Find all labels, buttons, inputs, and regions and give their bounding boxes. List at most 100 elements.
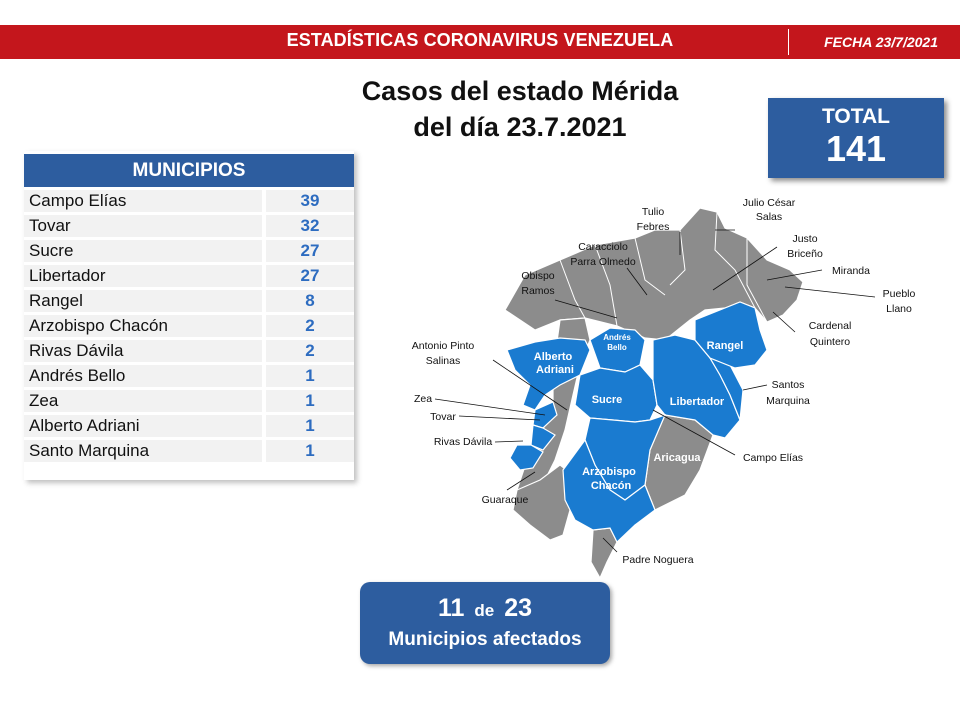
callout-pueblo-llano-1: Pueblo	[883, 288, 916, 300]
label-rangel: Rangel	[707, 340, 744, 352]
callout-justo-briceno-1: Justo	[792, 233, 817, 245]
municipio-cases: 1	[266, 415, 354, 437]
header-divider	[788, 29, 789, 55]
header-bar: ESTADÍSTICAS CORONAVIRUS VENEZUELA FECHA…	[0, 25, 960, 59]
municipio-name: Santo Marquina	[24, 440, 262, 462]
table-row: Campo Elías 39	[24, 190, 354, 212]
table-row: Arzobispo Chacón 2	[24, 315, 354, 337]
label-sucre: Sucre	[592, 394, 623, 406]
callout-cardenal-quintero-2: Quintero	[810, 336, 850, 348]
leader-line	[626, 267, 648, 296]
table-row: Alberto Adriani 1	[24, 415, 354, 437]
callout-antonio-pinto-1: Antonio Pinto	[412, 340, 475, 352]
municipio-cases: 2	[266, 315, 354, 337]
callout-padre-noguera: Padre Noguera	[622, 554, 693, 566]
table-row: Tovar 32	[24, 215, 354, 237]
callout-zea: Zea	[414, 393, 432, 405]
region-guaraque	[512, 464, 574, 541]
affected-label: Municipios afectados	[388, 629, 582, 650]
cell-gap	[262, 240, 266, 262]
label-arzobispo-chacon-2: Chacón	[591, 480, 632, 492]
table-header: MUNICIPIOS	[24, 154, 354, 187]
callout-tulio-febres-2: Febres	[637, 221, 670, 233]
heading-line-1: Casos del estado Mérida	[361, 76, 679, 106]
total-box: TOTAL 141	[768, 98, 944, 178]
callout-rivas-davila: Rivas Dávila	[434, 436, 493, 448]
cell-gap	[262, 265, 266, 287]
callout-santos-marquina-1: Santos	[772, 379, 805, 391]
border-line	[594, 244, 618, 327]
total-value: 141	[825, 128, 887, 169]
callout-justo-briceno-2: Briceño	[787, 248, 823, 260]
table-row: Zea 1	[24, 390, 354, 412]
municipio-name: Tovar	[24, 215, 262, 237]
callout-pueblo-llano-2: Llano	[886, 303, 912, 315]
leader-line	[458, 415, 541, 421]
municipio-cases: 1	[266, 440, 354, 462]
affected-connector: de	[474, 601, 495, 620]
callout-obispo-ramos-2: Ramos	[521, 285, 554, 297]
table-header-row: MUNICIPIOS	[24, 154, 354, 187]
municipios-table: MUNICIPIOS Campo Elías 39 Tovar 32 Sucre 27…	[24, 151, 354, 465]
municipio-name: Andrés Bello	[24, 365, 262, 387]
municipio-cases: 27	[266, 265, 354, 287]
label-alberto-adriani-2: Adriani	[536, 364, 574, 376]
region-rangel	[694, 301, 768, 369]
callout-santos-marquina-2: Marquina	[766, 395, 810, 407]
border-line	[559, 259, 586, 319]
table-row: Rivas Dávila 2	[24, 340, 354, 362]
cell-gap	[262, 340, 266, 362]
municipio-name: Sucre	[24, 240, 262, 262]
municipio-cases: 27	[266, 240, 354, 262]
cell-gap	[262, 215, 266, 237]
region-arzobispo-chacon	[562, 438, 656, 543]
callout-tulio-febres-1: Tulio	[642, 206, 665, 218]
municipio-cases: 1	[266, 390, 354, 412]
heading-line-2: del día 23.7.2021	[413, 112, 627, 142]
callout-miranda: Miranda	[832, 265, 870, 277]
leader-line	[602, 537, 618, 553]
municipio-name: Arzobispo Chacón	[24, 315, 262, 337]
label-libertador: Libertador	[670, 396, 725, 408]
border-line	[746, 238, 768, 323]
cell-gap	[262, 390, 266, 412]
callout-julio-cesar-salas-2: Salas	[756, 211, 782, 223]
municipio-cases: 32	[266, 215, 354, 237]
map-callout-labels: Julio César Salas Tulio Febres Justo Bri…	[412, 197, 916, 566]
map-leader-lines	[434, 229, 876, 553]
table-row: Andrés Bello 1	[24, 365, 354, 387]
municipio-name: Zea	[24, 390, 262, 412]
cell-gap	[262, 415, 266, 437]
callout-cardenal-quintero-1: Cardenal	[809, 320, 852, 332]
label-andres-bello-2: Bello	[607, 343, 627, 352]
leader-line	[554, 299, 618, 319]
region-sucre	[574, 364, 658, 423]
border-line	[714, 211, 756, 309]
label-aricagua: Aricagua	[653, 452, 701, 464]
leader-line	[742, 384, 768, 391]
label-alberto-adriani-1: Alberto	[534, 351, 573, 363]
callout-tovar: Tovar	[430, 411, 456, 423]
municipio-name: Rangel	[24, 290, 262, 312]
leader-line	[506, 471, 536, 491]
cell-gap	[262, 290, 266, 312]
municipio-cases: 1	[266, 365, 354, 387]
label-andres-bello-1: Andrés	[603, 333, 631, 342]
cell-gap	[262, 440, 266, 462]
municipio-cases: 2	[266, 340, 354, 362]
border-line	[634, 237, 666, 296]
page-heading: Casos del estado Mérida del día 23.7.202…	[330, 73, 710, 145]
callout-caracciolo-2: Parra Olmedo	[570, 256, 636, 268]
affected-count-line: 11 de 23	[360, 594, 610, 623]
affected-count: 11	[438, 594, 465, 622]
leader-line	[772, 311, 796, 333]
leader-line	[434, 398, 546, 416]
total-label: TOTAL	[821, 105, 891, 128]
leader-line	[766, 269, 823, 281]
label-arzobispo-chacon-1: Arzobispo	[582, 466, 636, 478]
cell-gap	[262, 365, 266, 387]
cell-gap	[262, 315, 266, 337]
leader-line	[712, 246, 778, 291]
municipio-cases: 39	[266, 190, 354, 212]
map-internal-borders	[559, 211, 768, 327]
